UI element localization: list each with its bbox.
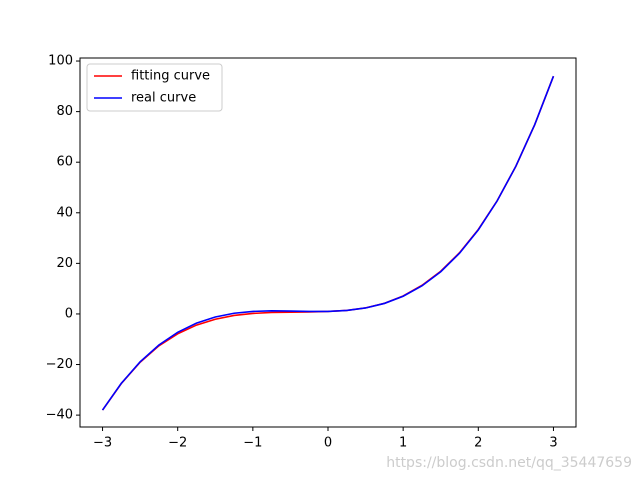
y-tick-label: −40 bbox=[46, 408, 73, 423]
x-tick-label: 2 bbox=[474, 436, 482, 451]
y-tick-label: 40 bbox=[56, 205, 73, 220]
legend-label: real curve bbox=[131, 91, 196, 106]
plot-frame bbox=[79, 57, 577, 428]
y-tick-label: 60 bbox=[56, 155, 73, 170]
x-tick-label: −3 bbox=[93, 436, 112, 451]
line-series bbox=[101, 75, 555, 411]
y-tick-label: 0 bbox=[65, 306, 73, 321]
x-tick-label: 0 bbox=[324, 436, 332, 451]
x-tick-label: −1 bbox=[243, 436, 262, 451]
x-tick-label: 1 bbox=[399, 436, 407, 451]
y-tick-label: 20 bbox=[56, 256, 73, 271]
y-tick-label: 80 bbox=[56, 104, 73, 119]
legend-label: fitting curve bbox=[131, 69, 210, 84]
x-tick-label: −2 bbox=[168, 436, 187, 451]
y-tick-label: −20 bbox=[46, 357, 73, 372]
line-series bbox=[101, 75, 555, 411]
x-tick-label: 3 bbox=[549, 436, 557, 451]
y-tick-label: 100 bbox=[48, 54, 73, 69]
watermark: https://blog.csdn.net/qq_35447659 bbox=[386, 455, 632, 471]
